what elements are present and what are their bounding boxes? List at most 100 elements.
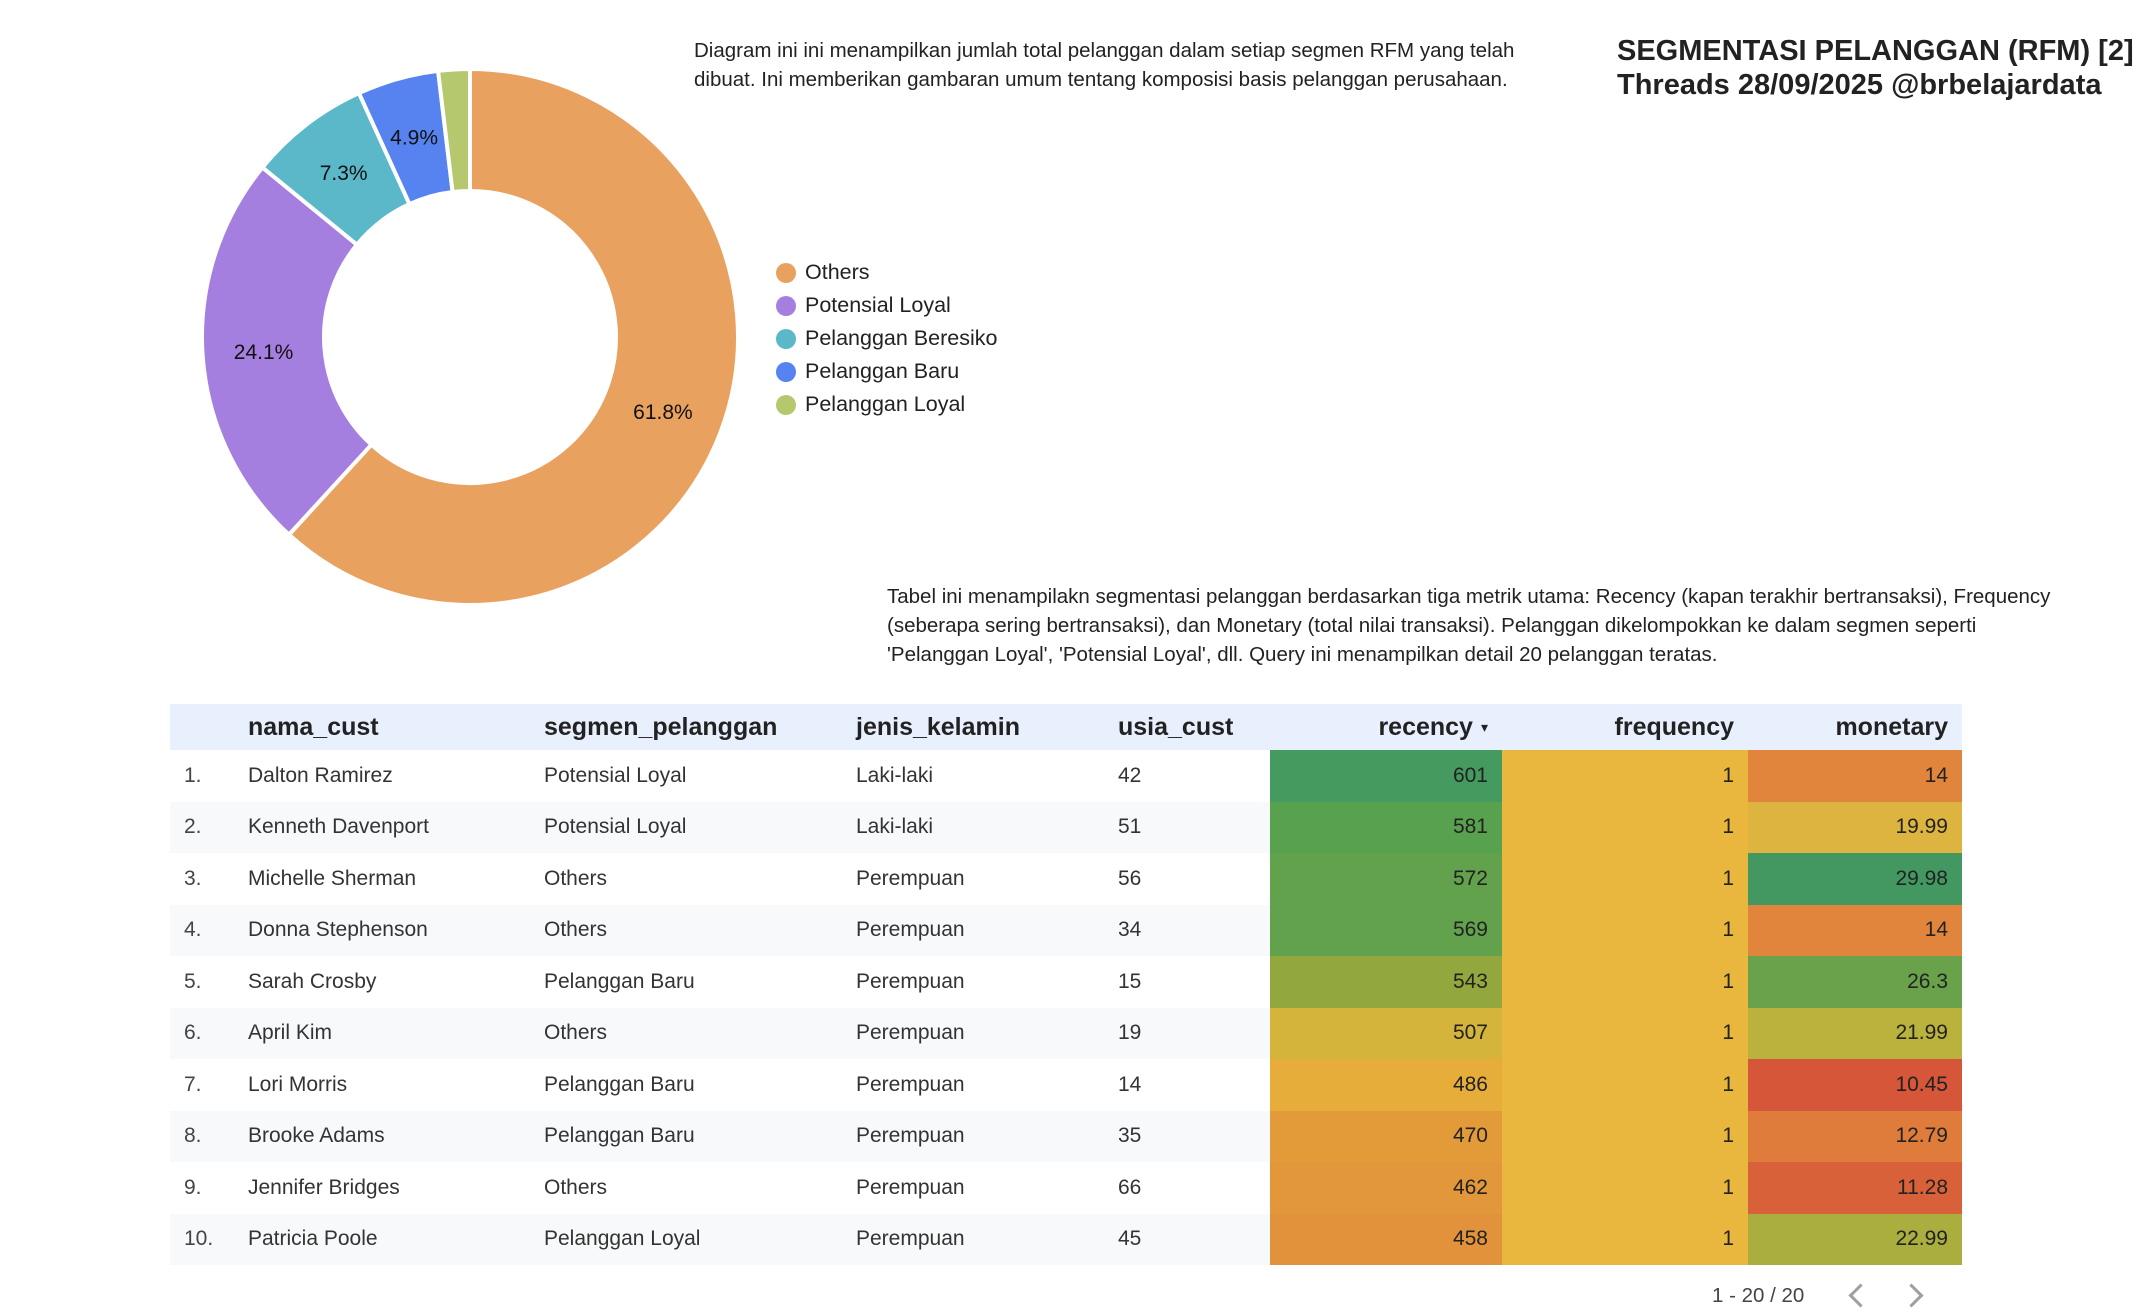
legend-item[interactable]: Pelanggan Baru — [776, 355, 997, 388]
legend-swatch — [776, 295, 796, 316]
legend-item[interactable]: Pelanggan Beresiko — [776, 322, 997, 355]
column-header-usia-cust[interactable]: usia_cust — [1118, 712, 1234, 741]
cell-jenis-kelamin: Perempuan — [856, 1124, 965, 1148]
cell-nama-cust: Brooke Adams — [248, 1124, 385, 1148]
cell-frequency: 1 — [1502, 956, 1748, 1008]
cell-usia-cust: 14 — [1118, 1072, 1142, 1096]
cell-recency: 569 — [1270, 904, 1502, 956]
cell-recency: 486 — [1270, 1059, 1502, 1111]
cell-frequency: 1 — [1502, 1110, 1748, 1162]
cell-monetary: 22.99 — [1748, 1213, 1962, 1265]
cell-monetary: 29.98 — [1748, 853, 1962, 905]
legend-label: Pelanggan Beresiko — [805, 326, 998, 350]
cell-nama-cust: April Kim — [248, 1021, 333, 1045]
next-page-button[interactable] — [1894, 1278, 1934, 1314]
legend-item[interactable]: Others — [776, 256, 997, 289]
cell-recency: 543 — [1270, 956, 1502, 1008]
cell-nama-cust: Sarah Crosby — [248, 969, 377, 993]
cell-usia-cust: 42 — [1118, 763, 1142, 787]
cell-jenis-kelamin: Perempuan — [856, 1227, 965, 1251]
row-rank: 8. — [184, 1124, 202, 1148]
row-rank: 7. — [184, 1072, 202, 1096]
table-row[interactable]: 2. Kenneth Davenport Potensial Loyal Laki-l… — [170, 801, 1962, 853]
chevron-right-icon — [1899, 1283, 1924, 1308]
table-row[interactable]: 4. Donna Stephenson Others Perempuan 34 569 1 1… — [170, 904, 1962, 956]
cell-jenis-kelamin: Perempuan — [856, 866, 965, 890]
cell-usia-cust: 56 — [1118, 866, 1142, 890]
table-row[interactable]: 6. April Kim Others Perempuan 19 507 1 21.99 — [170, 1007, 1962, 1059]
cell-monetary: 26.3 — [1748, 956, 1962, 1008]
cell-jenis-kelamin: Perempuan — [856, 1021, 965, 1045]
cell-nama-cust: Lori Morris — [248, 1072, 348, 1096]
table-row[interactable]: 3. Michelle Sherman Others Perempuan 56 572 1 2… — [170, 853, 1962, 905]
column-header-rank — [170, 704, 234, 750]
table-row[interactable]: 8. Brooke Adams Pelanggan Baru Perempuan 35 4… — [170, 1110, 1962, 1162]
column-header-jenis-kelamin[interactable]: jenis_kelamin — [856, 712, 1020, 741]
legend-swatch — [776, 394, 796, 415]
cell-usia-cust: 15 — [1118, 969, 1142, 993]
cell-segmen-pelanggan: Others — [544, 1175, 608, 1199]
table-row[interactable]: 9. Jennifer Bridges Others Perempuan 66 462 1 1… — [170, 1162, 1962, 1214]
row-rank: 4. — [184, 918, 202, 942]
cell-segmen-pelanggan: Pelanggan Loyal — [544, 1227, 701, 1251]
slice-percent-label: 4.9% — [390, 127, 438, 150]
cell-recency: 507 — [1270, 1007, 1502, 1059]
cell-jenis-kelamin: Perempuan — [856, 918, 965, 942]
cell-frequency: 1 — [1502, 750, 1748, 802]
donut-slice[interactable] — [200, 164, 375, 538]
column-header-segmen-pelanggan[interactable]: segmen_pelanggan — [544, 712, 778, 741]
row-rank: 9. — [184, 1175, 202, 1199]
cell-segmen-pelanggan: Pelanggan Baru — [544, 1124, 695, 1148]
row-rank: 10. — [184, 1227, 214, 1251]
slice-percent-label: 7.3% — [320, 162, 368, 185]
cell-usia-cust: 45 — [1118, 1227, 1142, 1251]
cell-segmen-pelanggan: Others — [544, 918, 608, 942]
cell-frequency: 1 — [1502, 1213, 1748, 1265]
cell-recency: 581 — [1270, 801, 1502, 853]
pagination-range: 1 - 20 / 20 — [1712, 1284, 1805, 1307]
cell-monetary: 14 — [1748, 750, 1962, 802]
table-row[interactable]: 1. Dalton Ramirez Potensial Loyal Laki-laki… — [170, 750, 1962, 802]
cell-usia-cust: 19 — [1118, 1021, 1142, 1045]
column-header-nama-cust[interactable]: nama_cust — [248, 712, 379, 741]
row-rank: 1. — [184, 763, 202, 787]
legend-label: Pelanggan Loyal — [805, 392, 966, 416]
cell-frequency: 1 — [1502, 801, 1748, 853]
cell-segmen-pelanggan: Potensial Loyal — [544, 815, 687, 839]
row-rank: 6. — [184, 1021, 202, 1045]
cell-nama-cust: Patricia Poole — [248, 1227, 378, 1251]
legend-swatch — [776, 361, 796, 382]
table-row[interactable]: 7. Lori Morris Pelanggan Baru Perempuan 14 48… — [170, 1059, 1962, 1111]
slice-percent-label: 24.1% — [234, 341, 294, 364]
cell-jenis-kelamin: Perempuan — [856, 969, 965, 993]
pagination: 1 - 20 / 20 — [1712, 1278, 1934, 1314]
cell-nama-cust: Kenneth Davenport — [248, 815, 429, 839]
legend-swatch — [776, 262, 796, 283]
cell-monetary: 12.79 — [1748, 1110, 1962, 1162]
cell-usia-cust: 66 — [1118, 1175, 1142, 1199]
column-header-frequency[interactable]: frequency — [1614, 712, 1734, 741]
table-row[interactable]: 10. Patricia Poole Pelanggan Loyal Perempua… — [170, 1213, 1962, 1265]
previous-page-button[interactable] — [1838, 1278, 1878, 1314]
donut-slice[interactable] — [286, 66, 740, 607]
table-row[interactable]: 5. Sarah Crosby Pelanggan Baru Perempuan 15 5… — [170, 956, 1962, 1008]
sort-descending-icon: ▾ — [1480, 719, 1488, 736]
legend-item[interactable]: Pelanggan Loyal — [776, 388, 997, 421]
column-header-monetary[interactable]: monetary — [1835, 712, 1948, 741]
cell-frequency: 1 — [1502, 853, 1748, 905]
cell-segmen-pelanggan: Others — [544, 1021, 608, 1045]
cell-nama-cust: Donna Stephenson — [248, 918, 428, 942]
cell-segmen-pelanggan: Pelanggan Baru — [544, 1072, 695, 1096]
chevron-left-icon — [1848, 1283, 1873, 1308]
segment-donut-chart: 61.8% 24.1% 7.3% 4.9% — [200, 66, 740, 607]
legend-label: Others — [805, 260, 870, 284]
donut-slice[interactable] — [435, 66, 472, 195]
cell-jenis-kelamin: Perempuan — [856, 1072, 965, 1096]
cell-frequency: 1 — [1502, 1059, 1748, 1111]
cell-recency: 462 — [1270, 1162, 1502, 1214]
table-header-row: nama_cust segmen_pelanggan jenis_kelamin… — [170, 704, 1962, 750]
column-header-recency[interactable]: recency ▾ — [1270, 704, 1502, 750]
cell-recency: 601 — [1270, 750, 1502, 802]
legend-item[interactable]: Potensial Loyal — [776, 289, 997, 322]
legend-swatch — [776, 328, 796, 349]
